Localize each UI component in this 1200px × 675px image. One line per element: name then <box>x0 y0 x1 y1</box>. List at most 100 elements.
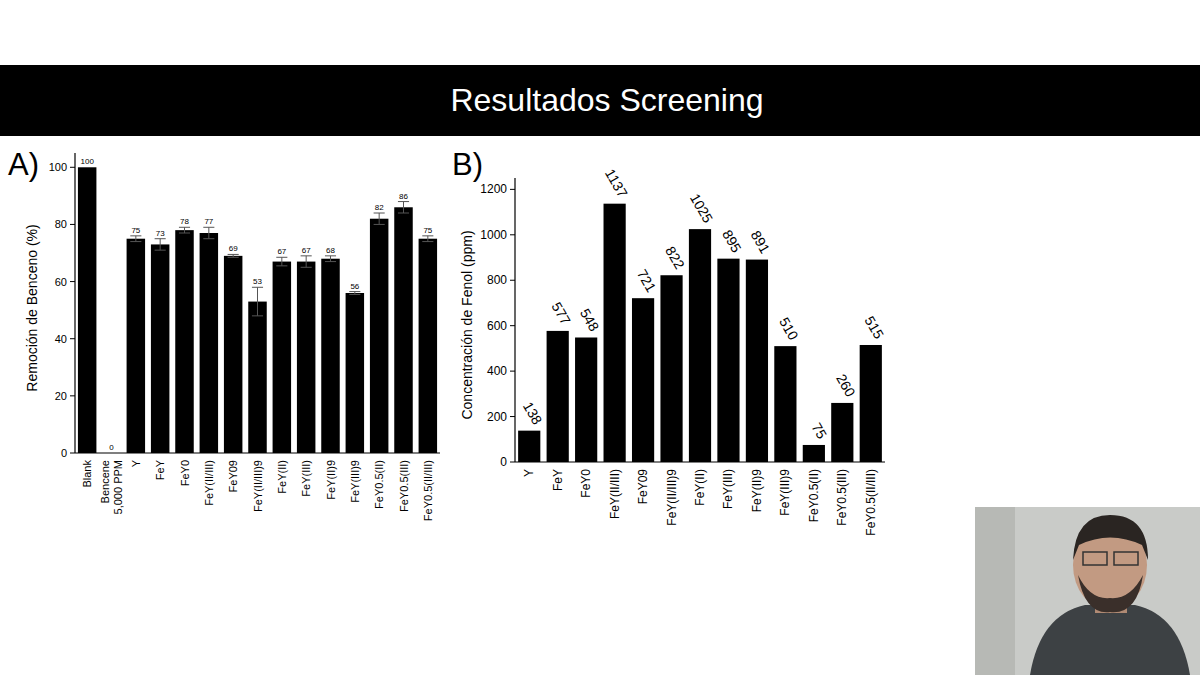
data-label: 56 <box>350 282 359 291</box>
error-cap <box>374 213 385 214</box>
bar <box>78 167 96 453</box>
x-tick-label: FeY(II/III)9 <box>665 469 679 526</box>
y-tick <box>70 167 75 168</box>
panel-label: B) <box>452 147 483 182</box>
error-line <box>281 257 282 266</box>
y-tick-label: 1000 <box>480 228 507 242</box>
y-tick-label: 0 <box>500 455 507 469</box>
data-label: 721 <box>634 266 660 294</box>
x-tick-label: FeY(II) <box>693 469 707 506</box>
bar <box>297 262 315 453</box>
error-line <box>403 202 404 213</box>
error-bar <box>325 256 336 262</box>
error-bar <box>374 213 385 224</box>
bar <box>370 219 388 453</box>
bar <box>575 337 597 462</box>
bar <box>175 230 193 453</box>
x-axis <box>515 461 885 462</box>
y-tick-label: 40 <box>55 333 67 345</box>
data-label: 75 <box>808 420 830 442</box>
chart-1: 020040060080010001200YFeYFeY0FeY(II/III)… <box>452 147 887 536</box>
bar <box>660 275 682 462</box>
x-tick-label-line: FeY <box>154 459 166 480</box>
data-label: 53 <box>253 277 262 286</box>
error-bar <box>422 236 433 242</box>
x-tick-label-line: Blank <box>81 460 93 488</box>
error-cap <box>179 227 190 228</box>
x-tick-label-line: Bencene <box>99 460 111 503</box>
plot-marks <box>78 167 437 453</box>
y-tick <box>70 281 75 282</box>
error-cap <box>374 224 385 225</box>
error-cap <box>203 238 214 239</box>
x-tick-label-line: FeY0.5(II) <box>807 469 821 522</box>
x-tick-label: FeY0.5(II) <box>373 460 385 509</box>
webcam-wall <box>975 507 1015 675</box>
y-tick-label: 400 <box>487 364 507 378</box>
x-tick-label: FeY0 <box>179 460 191 486</box>
error-line <box>135 236 136 242</box>
data-label: 77 <box>204 217 213 226</box>
error-line <box>306 256 307 267</box>
y-tick-label: 80 <box>55 218 67 230</box>
y-tick-label: 60 <box>55 276 67 288</box>
bar <box>200 233 218 453</box>
error-bar <box>179 227 190 233</box>
error-bar <box>301 256 312 267</box>
x-tick-label: FeY(II) <box>276 460 288 494</box>
x-tick-label: FeY <box>551 469 565 491</box>
data-label: 73 <box>156 229 165 238</box>
x-tick-label: FeY09 <box>636 469 650 505</box>
x-tick-label: FeY09 <box>227 460 239 492</box>
data-label: 510 <box>776 314 802 342</box>
y-axis <box>74 153 75 453</box>
y-tick-label: 100 <box>49 161 67 173</box>
y-tick-label: 800 <box>487 273 507 287</box>
x-tick-label: FeY0 <box>579 469 593 498</box>
bar <box>273 262 291 453</box>
y-tick-label: 20 <box>55 390 67 402</box>
title-banner <box>0 65 1200 136</box>
y-tick <box>70 338 75 339</box>
x-tick-label-line: FeY0.5(III) <box>398 460 410 512</box>
x-tick-label: Y <box>522 469 536 477</box>
x-tick-label-line: FeY(II)9 <box>750 469 764 513</box>
error-bar <box>349 292 360 295</box>
bar <box>127 239 145 453</box>
x-tick-label: FeY(II/III) <box>203 460 215 506</box>
y-axis-title: Concentración de Fenol (ppm) <box>459 230 475 419</box>
webcam-background <box>975 507 1200 675</box>
x-tick-label-line: FeY0.5(III) <box>835 469 849 526</box>
error-cap <box>325 255 336 256</box>
bar <box>346 293 364 453</box>
y-axis <box>514 178 515 462</box>
x-tick-label: FeY0.5(II/III) <box>422 460 434 521</box>
bar <box>632 298 654 462</box>
x-tick-label: FeY0.5(III) <box>398 460 410 512</box>
bar <box>831 403 853 462</box>
y-tick <box>70 453 75 454</box>
y-tick <box>510 462 515 463</box>
error-cap <box>276 257 287 258</box>
x-tick-label: FeY(II/III)9 <box>252 460 264 512</box>
bar <box>746 260 768 462</box>
error-cap <box>301 255 312 256</box>
webcam-glasses <box>1114 552 1138 565</box>
x-tick-label: FeY0.5(II) <box>807 469 821 522</box>
x-tick-label: FeY(II)9 <box>750 469 764 513</box>
x-tick-label-line: FeY0 <box>579 469 593 498</box>
x-tick-label: FeY <box>154 459 166 480</box>
data-label: 68 <box>326 246 335 255</box>
bar <box>224 256 242 453</box>
data-label: 1025 <box>687 191 717 226</box>
data-label: 548 <box>577 306 603 334</box>
y-tick <box>510 325 515 326</box>
data-label: 138 <box>520 399 546 427</box>
bar <box>518 431 540 462</box>
x-tick-label: FeY(III)9 <box>349 460 361 503</box>
data-label: 0 <box>109 443 114 452</box>
bar <box>774 346 796 462</box>
bar <box>419 239 437 453</box>
error-cap <box>228 254 239 255</box>
error-cap <box>155 250 166 251</box>
